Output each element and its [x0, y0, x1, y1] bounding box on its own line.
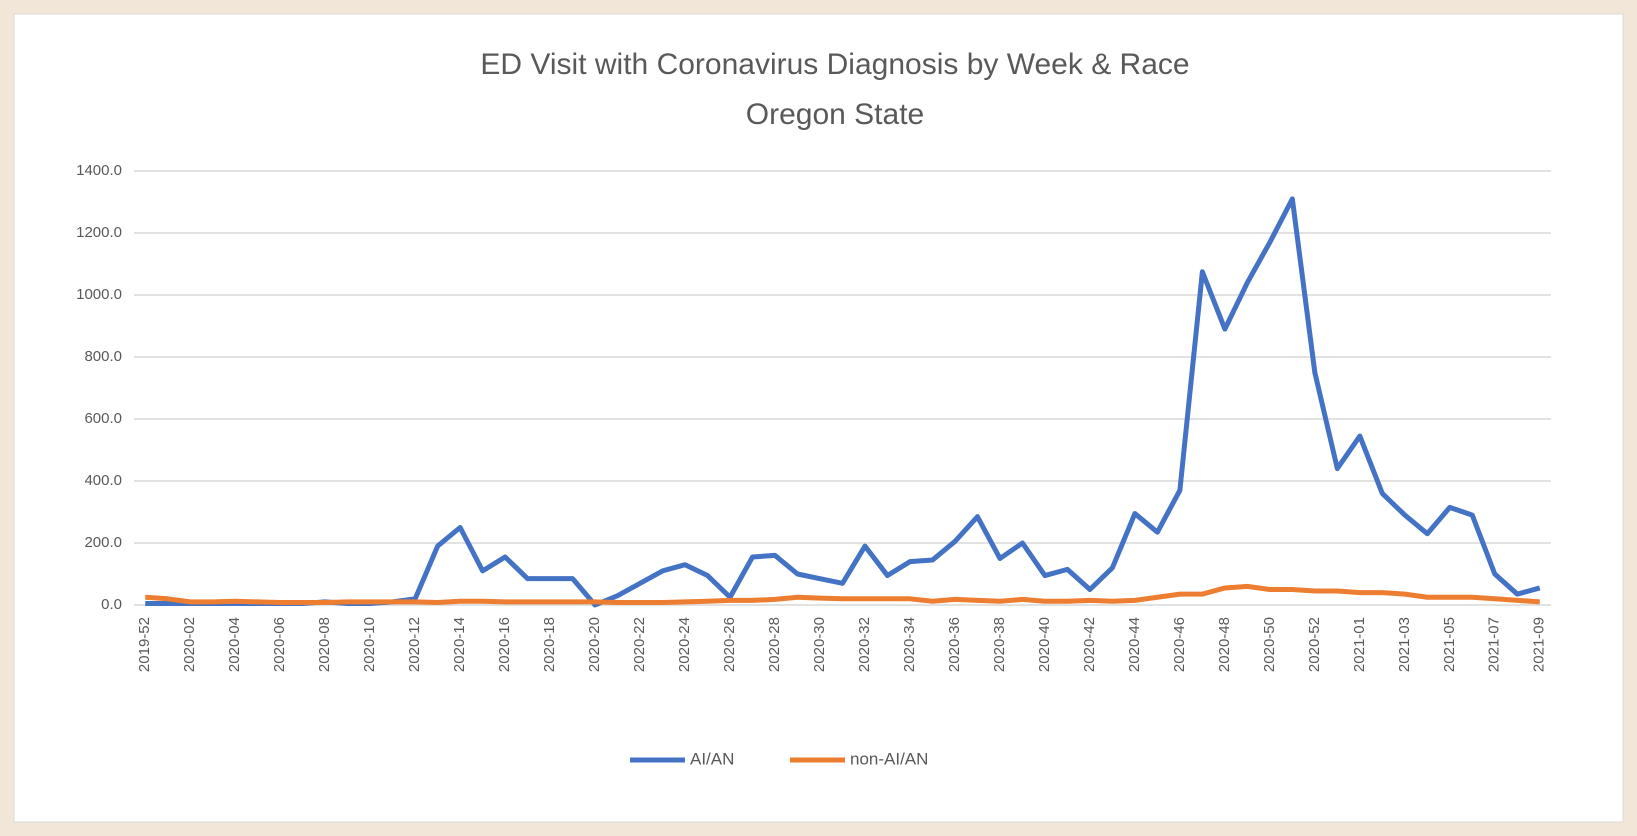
x-tick-label: 2020-30: [811, 617, 828, 672]
x-tick-label: 2020-52: [1306, 617, 1323, 672]
x-tick-label: 2020-38: [991, 617, 1008, 672]
x-tick-label: 2020-08: [316, 617, 333, 672]
x-tick-label: 2020-22: [631, 617, 648, 672]
x-tick-label: 2020-16: [496, 617, 513, 672]
y-tick-label: 400.0: [84, 472, 122, 489]
x-tick-label: 2021-03: [1396, 617, 1413, 672]
x-tick-label: 2020-24: [676, 617, 693, 672]
x-tick-label: 2020-28: [766, 617, 783, 672]
y-tick-label: 1000.0: [76, 286, 122, 303]
y-tick-label: 800.0: [84, 348, 122, 365]
x-tick-label: 2020-18: [541, 617, 558, 672]
chart-subtitle: Oregon State: [746, 98, 924, 131]
x-tick-label: 2020-04: [226, 617, 243, 672]
x-tick-label: 2020-50: [1261, 617, 1278, 672]
y-tick-label: 1200.0: [76, 224, 122, 241]
x-tick-label: 2020-14: [451, 617, 468, 672]
chart-area: [13, 13, 1624, 823]
x-tick-label: 2020-44: [1126, 617, 1143, 672]
x-tick-label: 2021-09: [1531, 617, 1548, 672]
y-tick-label: 200.0: [84, 534, 122, 551]
x-tick-label: 2020-26: [721, 617, 738, 672]
x-tick-label: 2021-01: [1351, 617, 1368, 672]
y-tick-label: 0.0: [101, 596, 122, 613]
x-tick-label: 2020-10: [361, 617, 378, 672]
x-tick-label: 2020-20: [586, 617, 603, 672]
x-tick-label: 2021-07: [1486, 617, 1503, 672]
chart-title: ED Visit with Coronavirus Diagnosis by W…: [480, 48, 1189, 81]
x-tick-label: 2020-48: [1216, 617, 1233, 672]
legend-label: non-AI/AN: [850, 749, 928, 768]
legend-label: AI/AN: [690, 749, 734, 768]
x-tick-label: 2020-12: [406, 617, 423, 672]
x-tick-label: 2020-46: [1171, 617, 1188, 672]
x-tick-label: 2020-32: [856, 617, 873, 672]
x-tick-label: 2020-42: [1081, 617, 1098, 672]
x-tick-label: 2020-36: [946, 617, 963, 672]
x-tick-label: 2020-02: [181, 617, 198, 672]
y-tick-label: 600.0: [84, 410, 122, 427]
x-tick-label: 2019-52: [136, 617, 153, 672]
x-tick-label: 2021-05: [1441, 617, 1458, 672]
x-tick-label: 2020-40: [1036, 617, 1053, 672]
x-tick-label: 2020-06: [271, 617, 288, 672]
y-tick-label: 1400.0: [76, 162, 122, 179]
series-line: [145, 583, 1540, 606]
x-tick-label: 2020-34: [901, 617, 918, 672]
